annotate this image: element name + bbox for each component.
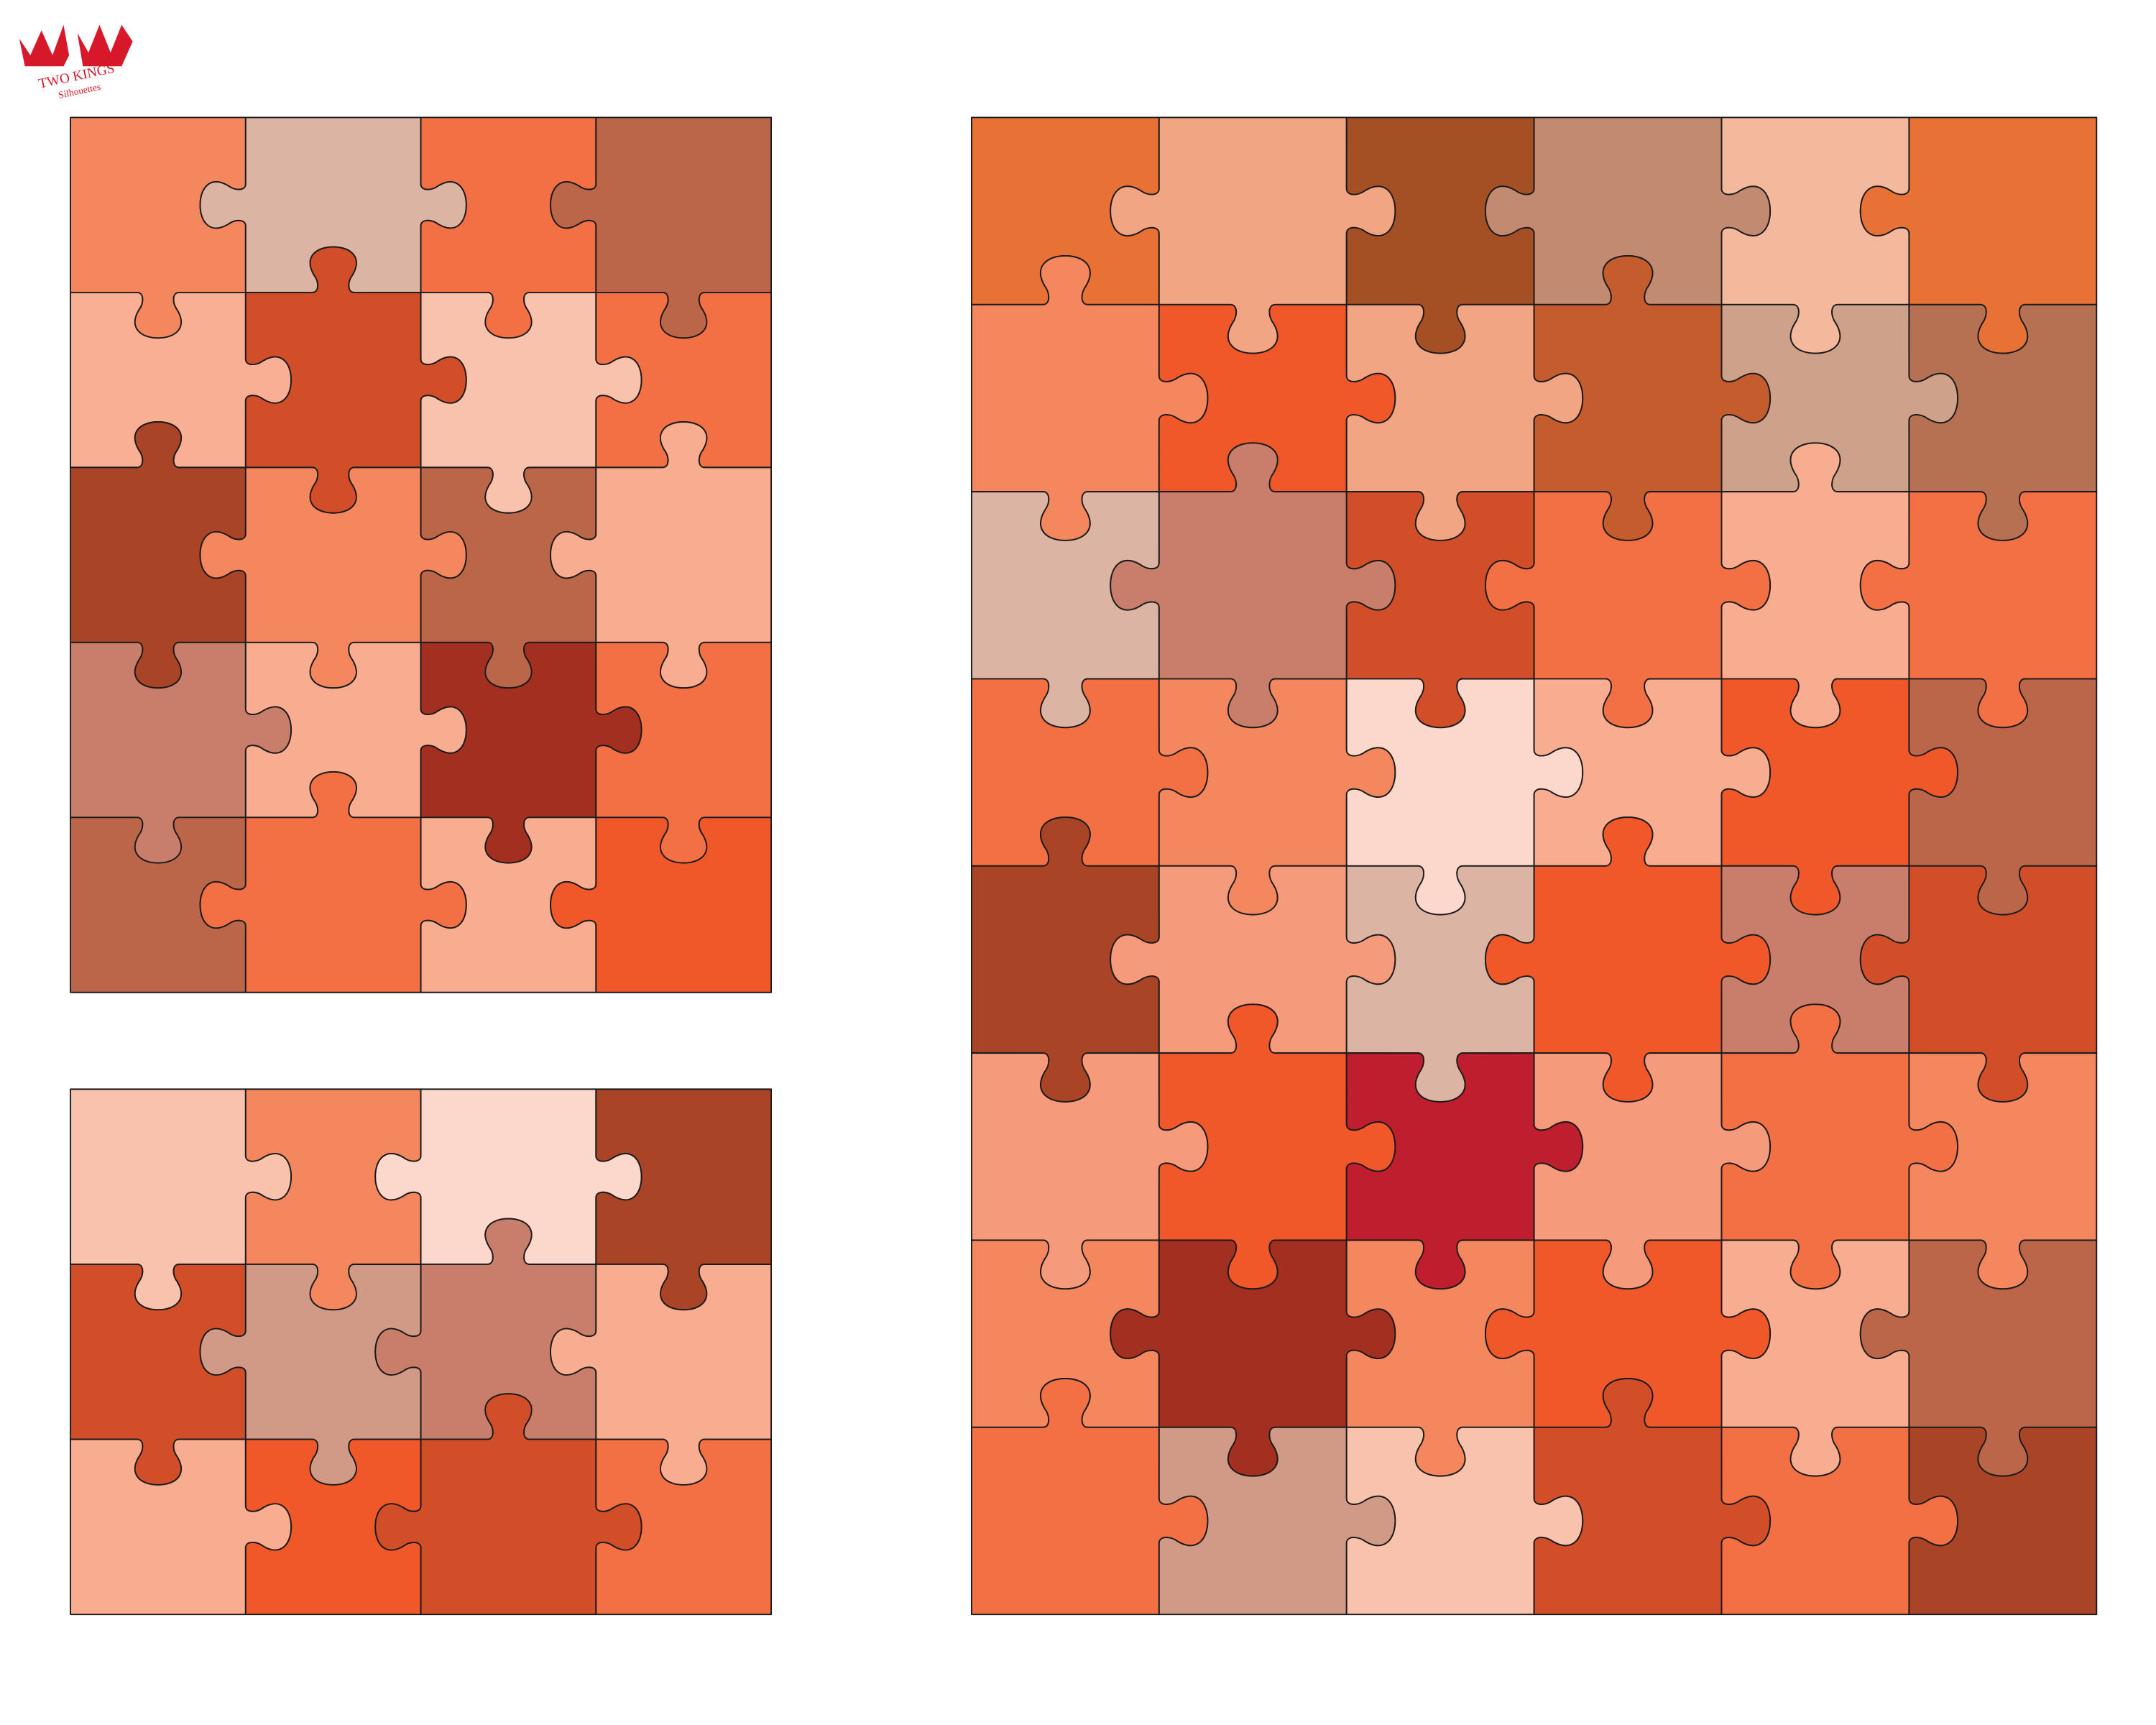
- puzzle-small-tall: [70, 116, 773, 993]
- logo: TWO KINGS Silhouettes: [19, 24, 133, 101]
- puzzle-piece: [550, 816, 773, 993]
- crown-right: [77, 24, 133, 67]
- puzzles: [70, 116, 2098, 1616]
- crown-left: [19, 24, 70, 67]
- puzzle-piece: [595, 1438, 773, 1616]
- puzzle-small-wide: [70, 1088, 773, 1616]
- puzzle-piece: [1908, 1426, 2098, 1616]
- puzzle-large: [970, 116, 2098, 1616]
